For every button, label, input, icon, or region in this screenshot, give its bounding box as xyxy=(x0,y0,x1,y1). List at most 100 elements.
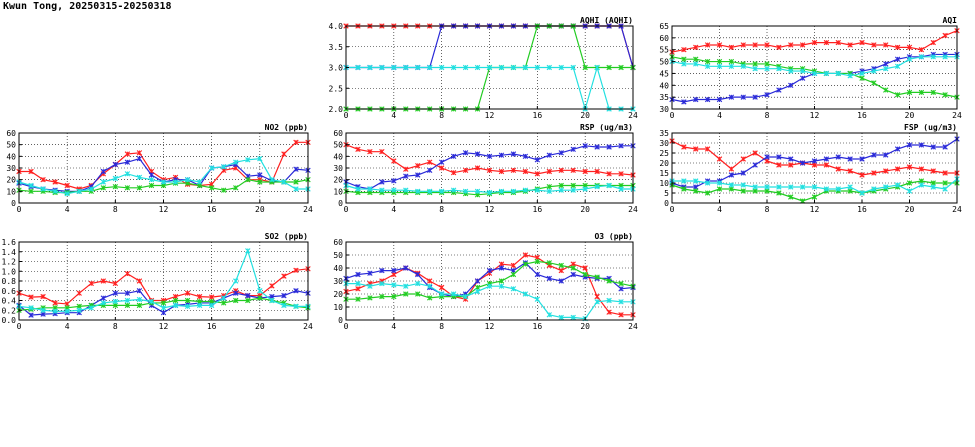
data-point-green xyxy=(930,89,936,96)
data-point-red xyxy=(788,42,794,48)
x-tick-label: 24 xyxy=(628,111,638,120)
x-tick-label: 0 xyxy=(344,205,349,214)
x-tick-label: 4 xyxy=(391,205,396,214)
data-point-red xyxy=(52,300,58,306)
y-tick-label: 40 xyxy=(659,81,669,90)
data-point-cyan xyxy=(788,184,794,190)
data-point-cyan xyxy=(558,64,564,71)
y-tick-label: 1.6 xyxy=(2,238,17,247)
data-point-cyan xyxy=(64,190,70,197)
data-point-cyan xyxy=(52,308,58,314)
data-point-red xyxy=(930,39,936,46)
data-point-cyan xyxy=(918,54,925,60)
x-tick-label: 12 xyxy=(810,205,820,214)
data-point-red xyxy=(752,42,758,48)
data-point-blue xyxy=(510,267,517,274)
x-tick-label: 16 xyxy=(533,322,543,331)
data-point-red xyxy=(716,42,723,48)
x-tick-label: 20 xyxy=(905,111,915,120)
data-point-cyan xyxy=(148,176,155,183)
y-tick-label: 65 xyxy=(659,22,669,31)
data-point-cyan xyxy=(172,302,179,309)
data-point-red xyxy=(728,44,735,51)
data-point-green xyxy=(918,89,925,96)
data-point-red xyxy=(847,168,853,174)
data-point-green xyxy=(474,284,481,291)
data-point-cyan xyxy=(403,64,409,71)
data-point-blue xyxy=(474,151,481,157)
data-point-blue xyxy=(764,154,770,160)
data-point-red xyxy=(28,294,34,300)
data-point-blue xyxy=(474,278,481,284)
data-point-blue xyxy=(415,172,421,178)
y-tick-label: 3.5 xyxy=(329,43,344,52)
data-point-cyan xyxy=(522,187,529,193)
data-point-cyan xyxy=(257,288,263,294)
data-point-red xyxy=(930,168,936,174)
data-point-red xyxy=(835,166,841,172)
x-tick-label: 12 xyxy=(485,205,495,214)
x-tick-label: 16 xyxy=(533,205,543,214)
data-point-red xyxy=(546,168,552,175)
data-point-red xyxy=(462,167,469,174)
data-point-green xyxy=(716,58,723,65)
data-point-cyan xyxy=(764,184,770,190)
data-point-cyan xyxy=(558,187,564,193)
data-point-cyan xyxy=(281,302,287,309)
data-point-blue xyxy=(693,96,699,103)
data-point-green xyxy=(160,300,167,306)
data-point-blue xyxy=(704,96,711,103)
x-tick-label: 24 xyxy=(952,111,962,120)
data-point-cyan xyxy=(534,296,541,302)
y-tick-label: 2.5 xyxy=(329,84,344,93)
x-tick-label: 20 xyxy=(580,205,590,214)
data-point-cyan xyxy=(883,65,889,72)
data-point-red xyxy=(606,309,612,315)
data-point-green xyxy=(752,188,758,194)
data-point-green xyxy=(221,300,227,306)
data-point-cyan xyxy=(693,178,699,184)
data-point-blue xyxy=(894,56,901,62)
y-tick-label: 40 xyxy=(333,152,343,161)
data-point-green xyxy=(764,61,770,67)
data-point-cyan xyxy=(293,186,299,192)
data-point-green xyxy=(510,271,517,278)
data-point-cyan xyxy=(510,188,517,195)
data-point-cyan xyxy=(100,300,106,306)
data-point-cyan xyxy=(871,68,877,74)
y-tick-label: 25 xyxy=(659,149,669,158)
data-point-green xyxy=(752,61,758,67)
data-point-cyan xyxy=(438,64,445,71)
data-point-red xyxy=(606,171,612,177)
data-point-red xyxy=(269,283,275,289)
data-point-red xyxy=(823,39,830,46)
data-point-green xyxy=(582,64,588,71)
data-point-green xyxy=(716,186,723,192)
x-tick-label: 24 xyxy=(303,322,313,331)
data-point-cyan xyxy=(788,68,794,74)
data-point-blue xyxy=(823,156,830,162)
x-tick-label: 16 xyxy=(207,205,217,214)
data-point-green xyxy=(379,293,385,300)
data-point-cyan xyxy=(570,64,576,71)
data-point-cyan xyxy=(486,64,493,71)
data-point-cyan xyxy=(799,184,806,190)
data-point-cyan xyxy=(486,283,493,289)
data-point-red xyxy=(859,172,865,178)
data-point-cyan xyxy=(184,176,191,183)
data-point-cyan xyxy=(367,64,373,71)
data-point-red xyxy=(776,162,782,168)
data-point-green xyxy=(764,188,770,194)
data-point-red xyxy=(391,158,397,164)
data-point-cyan xyxy=(100,179,106,185)
data-point-blue xyxy=(728,94,735,100)
data-point-cyan xyxy=(379,64,385,71)
data-point-cyan xyxy=(28,182,34,189)
data-point-cyan xyxy=(906,188,913,194)
data-point-green xyxy=(728,58,735,65)
y-tick-label: 50 xyxy=(6,141,16,150)
data-point-blue xyxy=(112,290,119,296)
x-tick-label: 24 xyxy=(628,205,638,214)
x-tick-label: 12 xyxy=(159,205,169,214)
y-tick-label: 40 xyxy=(333,264,343,273)
